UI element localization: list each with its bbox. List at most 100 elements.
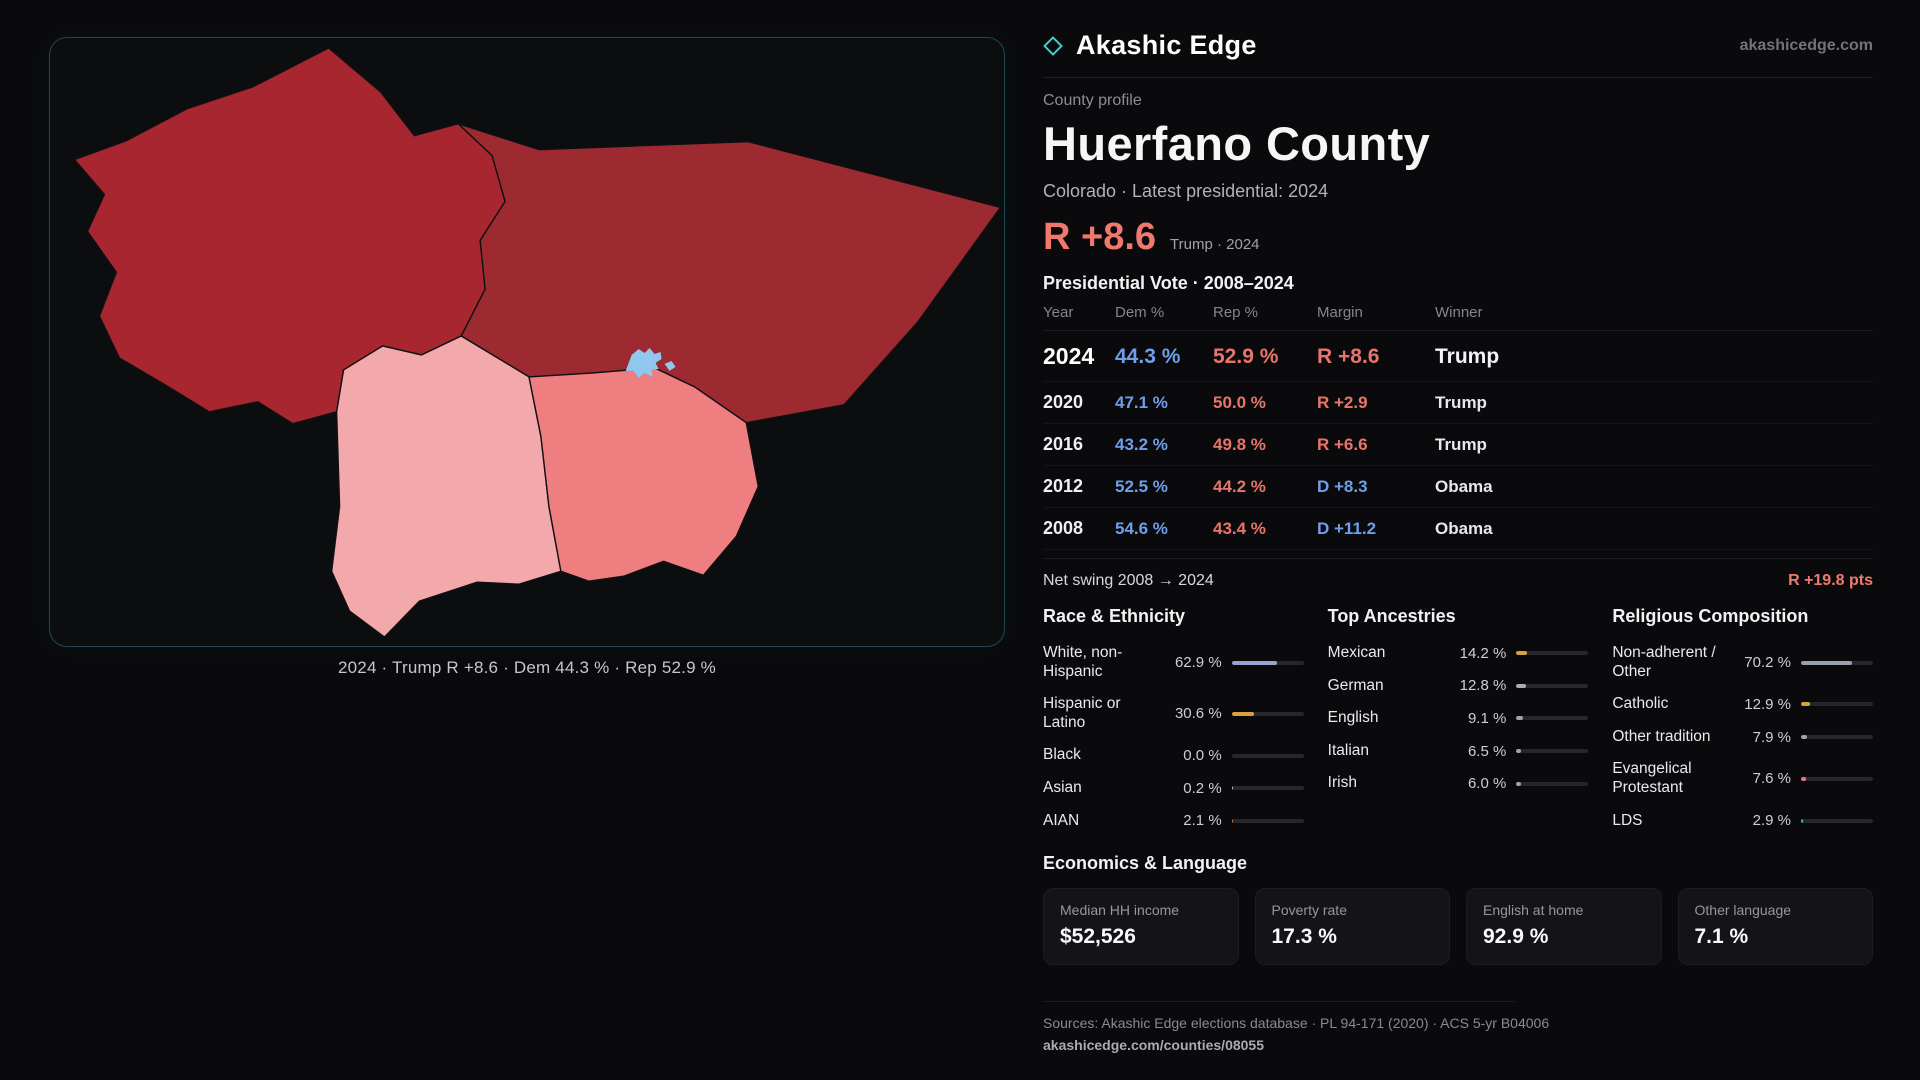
cell-dem: 54.6 % xyxy=(1115,518,1168,538)
stat-card: English at home 92.9 % xyxy=(1466,888,1662,966)
brand-diamond-icon xyxy=(1043,35,1063,56)
stat-bar xyxy=(1231,786,1304,791)
cell-rep: 44.2 % xyxy=(1213,476,1266,496)
cell-year: 2024 xyxy=(1043,343,1095,369)
vote-table-header: Year Dem % Rep % Margin Winner xyxy=(1043,304,1873,331)
table-row: 2012 52.5 % 44.2 % D +8.3 Obama xyxy=(1043,466,1873,508)
cell-dem: 47.1 % xyxy=(1115,392,1168,412)
economics-cards: Median HH income $52,526 Poverty rate 17… xyxy=(1043,888,1873,966)
stat-bar xyxy=(1516,683,1589,688)
cell-year: 2008 xyxy=(1043,518,1084,538)
list-item: Evangelical Protestant 7.6 % xyxy=(1612,753,1873,804)
net-swing-label: Net swing 2008 → 2024 xyxy=(1043,572,1214,589)
cell-dem: 43.2 % xyxy=(1115,434,1168,454)
cell-margin: D +11.2 xyxy=(1317,518,1377,538)
col-header-year: Year xyxy=(1043,304,1074,321)
stat-bar xyxy=(1231,818,1304,823)
stat-card: Other language 7.1 % xyxy=(1677,888,1873,966)
table-row: 2008 54.6 % 43.4 % D +11.2 Obama xyxy=(1043,508,1873,550)
cell-rep: 43.4 % xyxy=(1213,518,1266,538)
map-precinct-southeast xyxy=(528,367,759,582)
cell-winner: Obama xyxy=(1435,476,1493,496)
county-map xyxy=(73,47,1002,638)
sources-text: Sources: Akashic Edge elections database… xyxy=(1043,1015,1550,1032)
list-item: Mexican 14.2 % xyxy=(1328,637,1589,670)
cell-year: 2016 xyxy=(1043,434,1084,454)
headline-note: Trump · 2024 xyxy=(1170,236,1260,253)
cell-winner: Trump xyxy=(1435,344,1500,368)
brand-domain-link[interactable]: akashicedge.com xyxy=(1739,36,1873,54)
cell-rep: 52.9 % xyxy=(1213,344,1279,368)
stat-bar xyxy=(1231,711,1304,716)
religion-column: Religious Composition Non-adherent / Oth… xyxy=(1612,606,1873,837)
stat-bar xyxy=(1516,781,1589,786)
col-header-rep: Rep % xyxy=(1213,304,1259,321)
list-item: Asian 0.2 % xyxy=(1043,772,1304,805)
cell-dem: 52.5 % xyxy=(1115,476,1168,496)
section-title: Race & Ethnicity xyxy=(1043,606,1186,626)
col-header-dem: Dem % xyxy=(1115,304,1165,321)
stat-bar xyxy=(1231,753,1304,758)
county-map-panel xyxy=(49,37,1005,647)
cell-year: 2012 xyxy=(1043,476,1084,496)
cell-rep: 49.8 % xyxy=(1213,434,1266,454)
cell-year: 2020 xyxy=(1043,392,1084,412)
map-precinct-central xyxy=(330,335,562,638)
list-item: German 12.8 % xyxy=(1328,670,1589,703)
ancestries-column: Top Ancestries Mexican 14.2 % German 12.… xyxy=(1328,606,1589,837)
stat-bar xyxy=(1516,716,1589,721)
list-item: White, non-Hispanic 62.9 % xyxy=(1043,637,1304,688)
table-row: 2016 43.2 % 49.8 % R +6.6 Trump xyxy=(1043,424,1873,466)
cell-margin: R +6.6 xyxy=(1317,434,1368,454)
town-marker-icon-2 xyxy=(664,360,676,371)
stat-bar xyxy=(1800,702,1873,707)
list-item: Other tradition 7.9 % xyxy=(1612,721,1873,754)
list-item: Italian 6.5 % xyxy=(1328,735,1589,768)
stat-bar xyxy=(1516,749,1589,754)
cell-dem: 44.3 % xyxy=(1115,344,1181,368)
net-swing-value: R +19.8 pts xyxy=(1788,572,1873,589)
page-title: Huerfano County xyxy=(1043,117,1431,170)
list-item: Irish 6.0 % xyxy=(1328,767,1589,800)
col-header-winner: Winner xyxy=(1435,304,1483,321)
map-caption: 2024 · Trump R +8.6 · Dem 44.3 % · Rep 5… xyxy=(338,658,716,677)
vote-table: Year Dem % Rep % Margin Winner 2024 44.3… xyxy=(1043,304,1873,550)
list-item: LDS 2.9 % xyxy=(1612,805,1873,838)
footer-divider xyxy=(1043,1001,1515,1003)
app-header: Akashic Edge akashicedge.com xyxy=(1043,30,1873,78)
col-header-margin: Margin xyxy=(1317,304,1363,321)
cell-margin: R +8.6 xyxy=(1317,344,1380,368)
list-item: AIAN 2.1 % xyxy=(1043,805,1304,838)
county-profile-panel: Akashic Edge akashicedge.com County prof… xyxy=(1043,30,1873,1053)
stat-bar xyxy=(1516,651,1589,656)
stat-bar xyxy=(1800,660,1873,665)
cell-margin: D +8.3 xyxy=(1317,476,1368,496)
list-item: Black 0.0 % xyxy=(1043,739,1304,772)
cell-winner: Trump xyxy=(1435,392,1487,412)
section-title: Religious Composition xyxy=(1612,606,1809,626)
section-title: Top Ancestries xyxy=(1327,606,1456,626)
list-item: Catholic 12.9 % xyxy=(1612,688,1873,721)
net-swing-row: Net swing 2008 → 2024 R +19.8 pts xyxy=(1043,558,1873,590)
cell-winner: Trump xyxy=(1435,434,1487,454)
economics-title: Economics & Language xyxy=(1043,853,1248,874)
stat-card: Poverty rate 17.3 % xyxy=(1254,888,1450,966)
footer: Sources: Akashic Edge elections database… xyxy=(1043,1001,1873,1053)
list-item: Hispanic or Latino 30.6 % xyxy=(1043,688,1304,739)
stat-bar xyxy=(1800,818,1873,823)
cell-winner: Obama xyxy=(1435,518,1493,538)
stat-bar xyxy=(1800,735,1873,740)
table-row: 2024 44.3 % 52.9 % R +8.6 Trump xyxy=(1043,331,1873,382)
profile-subtitle: Colorado · Latest presidential: 2024 xyxy=(1043,181,1329,201)
cell-margin: R +2.9 xyxy=(1317,392,1368,412)
vote-table-title: Presidential Vote · 2008–2024 xyxy=(1043,273,1294,293)
permalink[interactable]: akashicedge.com/counties/08055 xyxy=(1043,1037,1264,1054)
stat-bar xyxy=(1231,660,1304,665)
brand-name: Akashic Edge xyxy=(1076,30,1257,60)
table-row: 2020 47.1 % 50.0 % R +2.9 Trump xyxy=(1043,382,1873,424)
list-item: English 9.1 % xyxy=(1328,702,1589,735)
cell-rep: 50.0 % xyxy=(1213,392,1266,412)
headline-margin-row: R +8.6 Trump · 2024 xyxy=(1043,216,1873,259)
town-marker-icon xyxy=(625,347,662,378)
demographics-section: Race & Ethnicity White, non-Hispanic 62.… xyxy=(1043,606,1873,837)
